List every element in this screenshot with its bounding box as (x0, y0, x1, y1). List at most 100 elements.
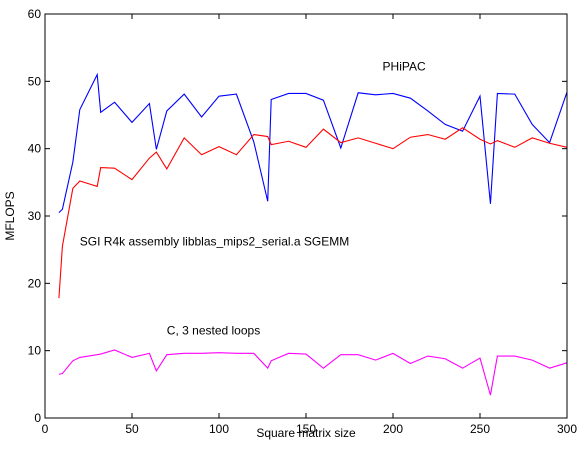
data-point (514, 147, 515, 148)
data-point (201, 154, 202, 155)
y-tick-label: 60 (28, 7, 42, 21)
x-tick-label: 50 (125, 422, 139, 436)
data-point (375, 143, 376, 144)
x-axis-title: Square matrix size (256, 426, 356, 440)
series-annotation: C, 3 nested loops (167, 324, 260, 338)
data-point (253, 141, 254, 142)
data-point (532, 359, 533, 360)
data-point (427, 134, 428, 135)
data-point (201, 353, 202, 354)
data-point (166, 168, 167, 169)
data-point (97, 74, 98, 75)
y-tick-label: 50 (28, 74, 42, 88)
data-point (462, 131, 463, 132)
data-point (497, 140, 498, 141)
data-point (340, 147, 341, 148)
data-point (97, 186, 98, 187)
data-point (62, 373, 63, 374)
data-point (72, 360, 73, 361)
data-point (305, 93, 306, 94)
series-annotation: SGI R4k assembly libblas_mips2_serial.a … (80, 235, 349, 249)
data-point (131, 357, 132, 358)
data-point (514, 94, 515, 95)
data-point (358, 354, 359, 355)
data-point (392, 353, 393, 354)
series-0 (58, 72, 568, 214)
data-point (532, 124, 533, 125)
data-point (305, 353, 306, 354)
series-line (58, 349, 568, 396)
data-point (288, 353, 289, 354)
x-tick-label: 150 (296, 422, 316, 436)
data-point (490, 395, 491, 396)
data-point (358, 92, 359, 93)
data-point (323, 368, 324, 369)
data-point (427, 355, 428, 356)
data-point (340, 142, 341, 143)
y-tick-label: 30 (28, 209, 42, 223)
data-point (549, 368, 550, 369)
data-point (166, 354, 167, 355)
data-point (288, 93, 289, 94)
data-point (166, 110, 167, 111)
data-point (236, 353, 237, 354)
data-point (462, 127, 463, 128)
x-tick-label: 250 (470, 422, 490, 436)
data-point (79, 109, 80, 110)
series-layer (58, 72, 568, 396)
data-point (236, 94, 237, 95)
data-point (445, 124, 446, 125)
data-point (62, 209, 63, 210)
data-point (445, 139, 446, 140)
data-point (156, 149, 157, 150)
data-point (288, 141, 289, 142)
data-point (323, 129, 324, 130)
data-point (271, 144, 272, 145)
data-point (62, 246, 63, 247)
data-point (114, 168, 115, 169)
data-point (271, 360, 272, 361)
data-point (58, 374, 59, 375)
data-point (490, 203, 491, 204)
data-point (479, 96, 480, 97)
data-point (184, 137, 185, 138)
data-point (267, 368, 268, 369)
y-tick-label: 0 (34, 411, 41, 425)
data-point (340, 354, 341, 355)
data-point (479, 139, 480, 140)
data-point (497, 93, 498, 94)
data-point (253, 353, 254, 354)
data-point (375, 94, 376, 95)
y-tick-label: 20 (28, 276, 42, 290)
x-tick-label: 100 (209, 422, 229, 436)
data-point (184, 94, 185, 95)
data-point (236, 154, 237, 155)
data-point (267, 201, 268, 202)
data-point (58, 212, 59, 213)
data-point (427, 110, 428, 111)
data-point (156, 151, 157, 152)
data-point (201, 116, 202, 117)
data-point (184, 353, 185, 354)
data-point (149, 353, 150, 354)
data-point (253, 134, 254, 135)
data-point (131, 179, 132, 180)
data-point (514, 355, 515, 356)
data-point (549, 143, 550, 144)
data-point (58, 298, 59, 299)
y-tick-label: 40 (28, 142, 42, 156)
annotation-layer: PHiPAC SGI R4k assembly libblas_mips2_ser… (80, 60, 426, 338)
x-tick-label: 0 (42, 422, 49, 436)
series-annotation: PHiPAC (383, 60, 426, 74)
data-point (410, 98, 411, 99)
data-point (131, 122, 132, 123)
data-point (79, 357, 80, 358)
data-point (114, 349, 115, 350)
data-point (218, 352, 219, 353)
data-point (100, 353, 101, 354)
data-point (79, 180, 80, 181)
data-point (497, 355, 498, 356)
data-point (490, 143, 491, 144)
data-point (267, 136, 268, 137)
